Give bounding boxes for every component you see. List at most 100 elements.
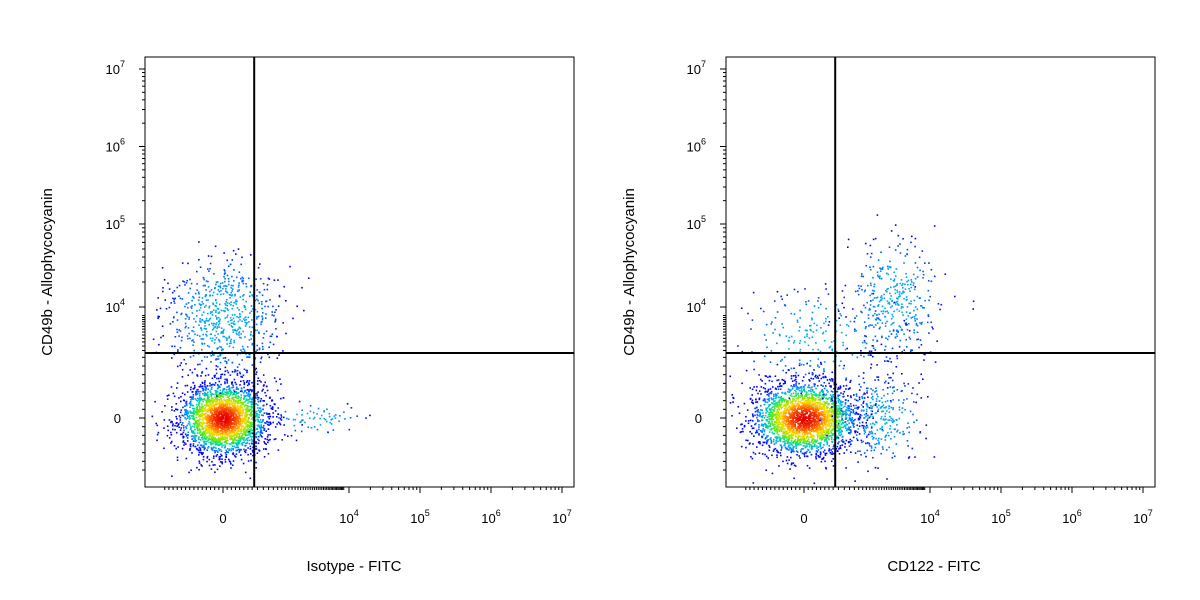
event-dot <box>865 422 867 424</box>
event-dot <box>191 299 193 302</box>
event-dot <box>235 396 237 398</box>
event-dot <box>821 403 824 405</box>
event-dot <box>227 451 229 454</box>
event-dot <box>197 423 199 426</box>
event-dot <box>213 446 216 449</box>
event-dot <box>766 419 768 421</box>
event-dot <box>228 409 231 412</box>
event-dot <box>267 305 269 308</box>
event-dot <box>774 403 776 405</box>
event-dot <box>248 410 250 413</box>
event-dot <box>805 400 808 403</box>
event-dot <box>237 397 239 399</box>
event-dot <box>229 316 232 319</box>
event-dot <box>236 415 238 418</box>
event-dot <box>248 409 251 411</box>
event-dot <box>216 433 219 435</box>
event-dot <box>794 389 796 392</box>
event-dot <box>221 393 223 396</box>
event-dot <box>250 432 252 434</box>
event-dot <box>215 390 218 392</box>
event-dot <box>786 462 789 465</box>
event-dot <box>827 423 830 426</box>
event-dot <box>216 403 219 405</box>
event-dot <box>225 301 227 303</box>
event-dot <box>210 437 213 439</box>
event-dot <box>205 418 207 421</box>
event-dot <box>228 411 230 414</box>
event-dot <box>189 287 191 290</box>
event-dot <box>815 394 818 397</box>
event-dot <box>230 304 232 306</box>
event-dot <box>203 398 206 401</box>
event-dot <box>301 419 303 421</box>
event-dot <box>754 453 757 455</box>
event-dot <box>235 453 238 455</box>
event-dot <box>249 405 251 408</box>
event-dot <box>267 428 270 430</box>
event-dot <box>226 337 229 340</box>
event-dot <box>213 423 215 426</box>
event-dot <box>244 415 247 418</box>
event-dot <box>273 403 276 405</box>
event-dot <box>204 391 206 394</box>
event-dot <box>265 443 267 445</box>
event-dot <box>764 382 767 385</box>
event-dot <box>216 377 218 380</box>
event-dot <box>278 294 281 297</box>
event-dot <box>206 455 209 458</box>
event-dot <box>217 436 220 439</box>
event-dot <box>741 428 744 430</box>
event-dot <box>765 425 767 427</box>
event-dot <box>217 423 219 426</box>
event-dot <box>750 456 752 458</box>
event-dot <box>218 385 220 387</box>
event-dot <box>189 406 191 408</box>
event-dot <box>240 333 242 335</box>
event-dot <box>196 422 199 424</box>
event-dot <box>198 427 201 430</box>
event-dot <box>252 335 254 337</box>
event-dot <box>195 413 198 416</box>
event-dot <box>215 404 218 406</box>
event-dot <box>228 420 231 422</box>
event-dot <box>215 358 217 361</box>
event-dot <box>263 412 266 414</box>
event-dot <box>206 427 208 429</box>
event-dot <box>170 442 172 444</box>
event-dot <box>239 440 242 442</box>
event-dot <box>173 300 175 302</box>
event-dot <box>777 392 779 395</box>
event-dot <box>212 434 215 436</box>
event-dot <box>755 401 757 403</box>
event-dot <box>173 298 176 300</box>
event-dot <box>243 430 245 432</box>
event-dot <box>196 406 198 408</box>
event-dot <box>199 415 201 418</box>
event-dot <box>240 349 242 351</box>
event-dot <box>237 328 239 331</box>
event-dot <box>762 414 765 417</box>
event-dot <box>235 410 237 413</box>
event-dot <box>825 423 827 426</box>
event-dot <box>202 428 205 431</box>
event-dot <box>208 318 211 321</box>
event-dot <box>201 414 203 416</box>
event-dot <box>238 441 240 444</box>
event-dot <box>197 449 200 452</box>
event-dot <box>203 356 206 358</box>
event-dot <box>794 443 797 445</box>
event-dot <box>243 294 245 296</box>
event-dot <box>765 426 767 429</box>
event-dot <box>235 419 237 422</box>
event-dot <box>195 439 197 442</box>
event-dot <box>234 401 237 403</box>
event-dot <box>192 415 195 417</box>
event-dot <box>233 371 236 373</box>
event-dot <box>205 333 207 336</box>
event-dot <box>801 391 803 393</box>
event-dot <box>838 453 841 455</box>
event-dot <box>218 456 221 458</box>
event-dot <box>217 420 219 422</box>
event-dot <box>185 363 187 365</box>
